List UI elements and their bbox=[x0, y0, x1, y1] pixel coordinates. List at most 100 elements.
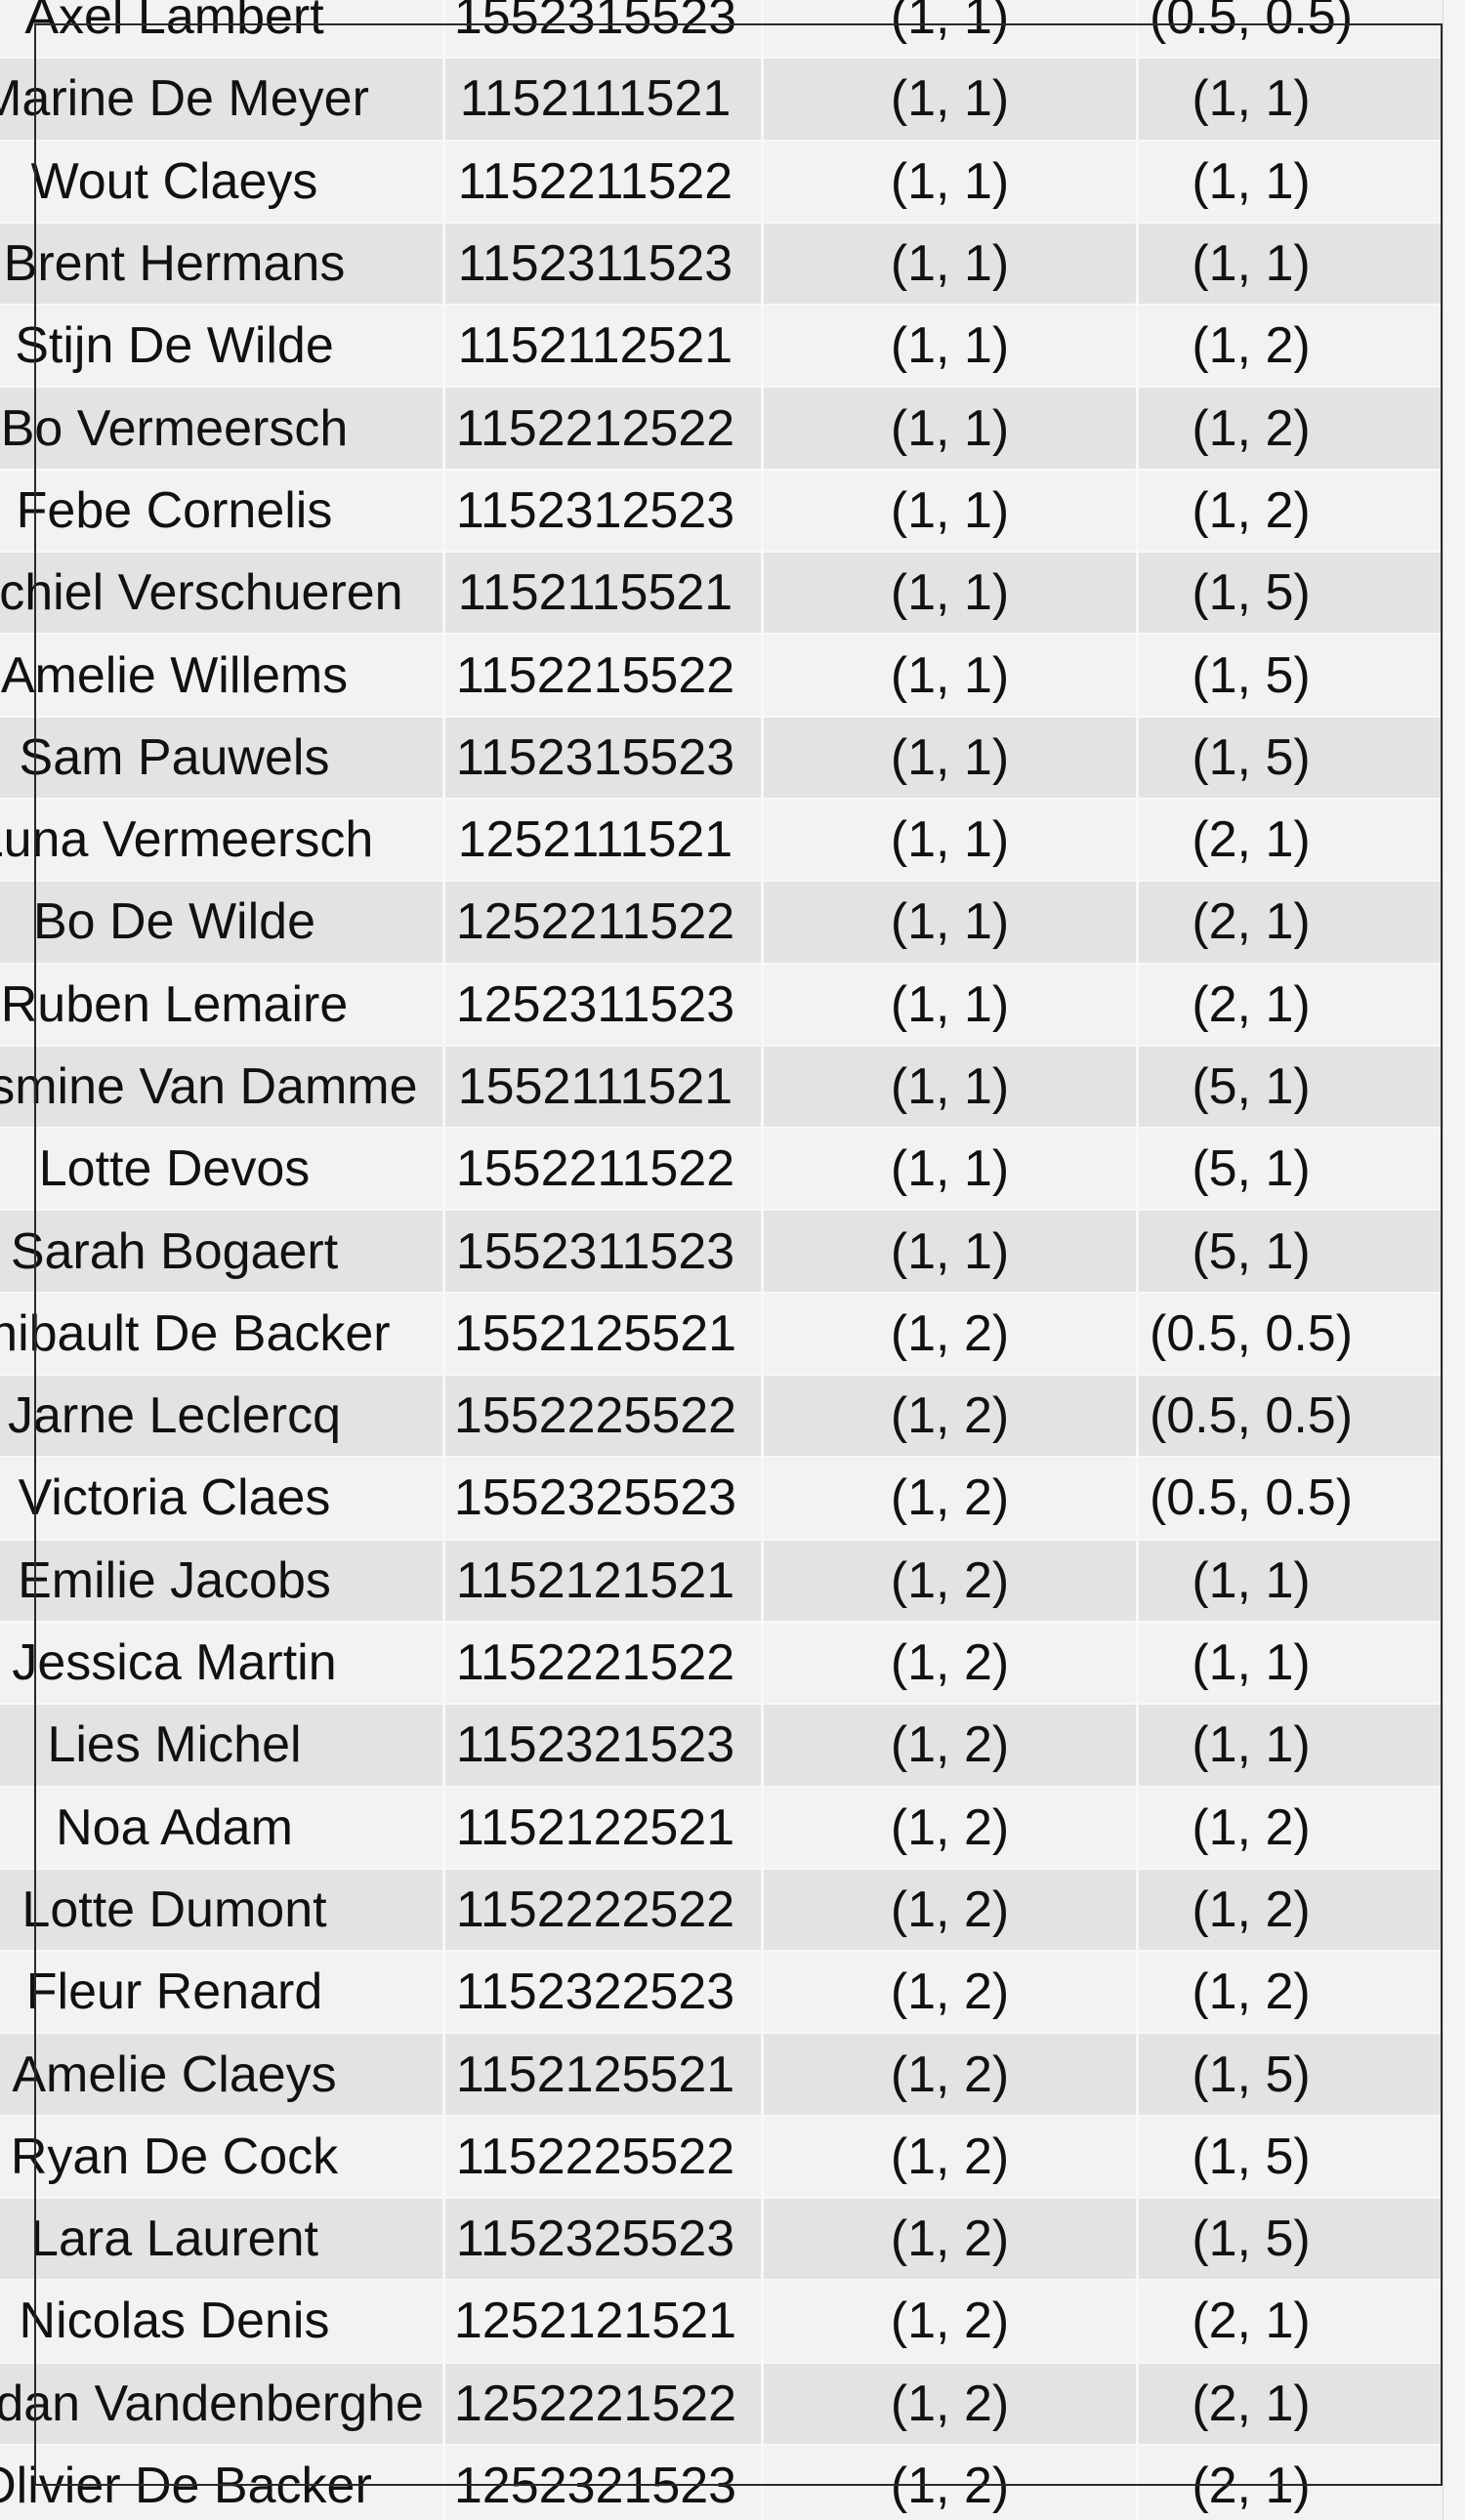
pair-b-cell[interactable]: (1, 5) bbox=[1139, 718, 1465, 798]
pair-a-cell[interactable]: (1, 2) bbox=[764, 1869, 1139, 1951]
table-row[interactable]: Ryan De Cock 1152225522 (1, 2) (1, 5) bbox=[0, 2116, 1465, 2200]
pair-b-cell[interactable]: (2, 1) bbox=[1139, 965, 1465, 1045]
pair-a-cell[interactable]: (1, 2) bbox=[764, 1376, 1139, 1457]
id-cell[interactable]: 1552225522 bbox=[445, 1376, 764, 1457]
table-row[interactable]: Wout Claeys 1152211522 (1, 1) (1, 1) bbox=[0, 141, 1465, 224]
name-cell[interactable]: Lara Laurent bbox=[0, 2199, 445, 2280]
id-cell[interactable]: 1552311523 bbox=[445, 1211, 764, 1292]
pair-b-cell[interactable]: (1, 2) bbox=[1139, 1870, 1465, 1950]
id-cell[interactable]: 1152125521 bbox=[445, 2034, 764, 2115]
id-cell[interactable]: 1552125521 bbox=[445, 1293, 764, 1375]
pair-b-cell[interactable]: (1, 2) bbox=[1139, 1788, 1465, 1868]
pair-b-cell[interactable]: (1, 1) bbox=[1139, 59, 1465, 139]
name-cell[interactable]: Bo Vermeersch bbox=[0, 388, 445, 469]
pair-a-cell[interactable]: (1, 1) bbox=[764, 0, 1139, 58]
name-cell[interactable]: Victoria Claes bbox=[0, 1458, 445, 1539]
id-cell[interactable]: 1252211522 bbox=[445, 882, 764, 963]
pair-a-cell[interactable]: (1, 1) bbox=[764, 717, 1139, 798]
id-cell[interactable]: 1152111521 bbox=[445, 59, 764, 140]
pair-a-cell[interactable]: (1, 1) bbox=[764, 470, 1139, 552]
pair-b-cell[interactable]: (5, 1) bbox=[1139, 1129, 1465, 1209]
table-row[interactable]: Olivier De Backer 1252321523 (1, 2) (2, 1) bbox=[0, 2445, 1465, 2520]
table-row[interactable]: Sarah Bogaert 1552311523 (1, 1) (5, 1) bbox=[0, 1211, 1465, 1294]
pair-a-cell[interactable]: (1, 1) bbox=[764, 553, 1139, 634]
pair-b-cell[interactable]: (2, 1) bbox=[1139, 800, 1465, 880]
scrollbar[interactable] bbox=[1443, 0, 1465, 2520]
id-cell[interactable]: 1152112521 bbox=[445, 306, 764, 387]
table-row[interactable]: Bo Vermeersch 1152212522 (1, 1) (1, 2) bbox=[0, 388, 1465, 471]
id-cell[interactable]: 1152215522 bbox=[445, 635, 764, 716]
pair-a-cell[interactable]: (1, 1) bbox=[764, 388, 1139, 469]
id-cell[interactable]: 1552315523 bbox=[445, 0, 764, 58]
name-cell[interactable]: Lotte Devos bbox=[0, 1129, 445, 1210]
table-row[interactable]: Jarne Leclercq 1552225522 (1, 2) (0.5, 0.5) bbox=[0, 1376, 1465, 1459]
pair-a-cell[interactable]: (1, 1) bbox=[764, 1211, 1139, 1292]
id-cell[interactable]: 1152221522 bbox=[445, 1622, 764, 1704]
table-row[interactable]: Amelie Willems 1152215522 (1, 1) (1, 5) bbox=[0, 635, 1465, 718]
pair-b-cell[interactable]: (1, 2) bbox=[1139, 388, 1465, 468]
pair-b-cell[interactable]: (1, 1) bbox=[1139, 142, 1465, 222]
table-row[interactable]: Lotte Dumont 1152222522 (1, 2) (1, 2) bbox=[0, 1869, 1465, 1953]
name-cell[interactable]: Jarne Leclercq bbox=[0, 1376, 445, 1457]
pair-b-cell[interactable]: (2, 1) bbox=[1139, 2446, 1465, 2520]
pair-a-cell[interactable]: (1, 1) bbox=[764, 59, 1139, 140]
pair-a-cell[interactable]: (1, 2) bbox=[764, 1540, 1139, 1621]
pair-a-cell[interactable]: (1, 1) bbox=[764, 306, 1139, 387]
id-cell[interactable]: 1152121521 bbox=[445, 1540, 764, 1621]
table-row[interactable]: Jessica Martin 1152221522 (1, 2) (1, 1) bbox=[0, 1622, 1465, 1706]
pair-a-cell[interactable]: (1, 2) bbox=[764, 1952, 1139, 2033]
pair-a-cell[interactable]: (1, 2) bbox=[764, 1293, 1139, 1375]
table-row[interactable]: Brent Hermans 1152311523 (1, 1) (1, 1) bbox=[0, 223, 1465, 307]
table-row[interactable]: Lara Laurent 1152325523 (1, 2) (1, 5) bbox=[0, 2199, 1465, 2282]
name-cell[interactable]: Jessica Martin bbox=[0, 1622, 445, 1704]
name-cell[interactable]: Jordan Vandenberghe bbox=[0, 2363, 445, 2444]
pair-b-cell[interactable]: (1, 2) bbox=[1139, 471, 1465, 551]
id-cell[interactable]: 1152322523 bbox=[445, 1952, 764, 2033]
name-cell[interactable]: Sarah Bogaert bbox=[0, 1211, 445, 1292]
id-cell[interactable]: 1552211522 bbox=[445, 1129, 764, 1210]
pair-b-cell[interactable]: (5, 1) bbox=[1139, 1047, 1465, 1127]
pair-a-cell[interactable]: (1, 2) bbox=[764, 1787, 1139, 1868]
pair-b-cell[interactable]: (0.5, 0.5) bbox=[1139, 1294, 1465, 1374]
name-cell[interactable]: Noa Adam bbox=[0, 1787, 445, 1868]
pair-a-cell[interactable]: (1, 2) bbox=[764, 2034, 1139, 2115]
pair-b-cell[interactable]: (2, 1) bbox=[1139, 2281, 1465, 2361]
pair-a-cell[interactable]: (1, 2) bbox=[764, 1705, 1139, 1786]
name-cell[interactable]: Fleur Renard bbox=[0, 1952, 445, 2033]
pair-a-cell[interactable]: (1, 2) bbox=[764, 1458, 1139, 1539]
name-cell[interactable]: Yasmine Van Damme bbox=[0, 1046, 445, 1128]
id-cell[interactable]: 1252311523 bbox=[445, 964, 764, 1045]
pair-a-cell[interactable]: (1, 2) bbox=[764, 2445, 1139, 2520]
table-row[interactable]: Jordan Vandenberghe 1252221522 (1, 2) (2, 1… bbox=[0, 2363, 1465, 2446]
pair-b-cell[interactable]: (2, 1) bbox=[1139, 882, 1465, 962]
table-row[interactable]: Luna Vermeersch 1252111521 (1, 1) (2, 1) bbox=[0, 799, 1465, 883]
id-cell[interactable]: 1152222522 bbox=[445, 1869, 764, 1951]
pair-a-cell[interactable]: (1, 1) bbox=[764, 964, 1139, 1045]
pair-b-cell[interactable]: (1, 5) bbox=[1139, 2117, 1465, 2197]
table-row[interactable]: Lies Michel 1152321523 (1, 2) (1, 1) bbox=[0, 1705, 1465, 1788]
table-row[interactable]: Marine De Meyer 1152111521 (1, 1) (1, 1) bbox=[0, 59, 1465, 142]
name-cell[interactable]: Lies Michel bbox=[0, 1705, 445, 1786]
pair-b-cell[interactable]: (0.5, 0.5) bbox=[1139, 0, 1465, 57]
table-row[interactable]: Nicolas Denis 1252121521 (1, 2) (2, 1) bbox=[0, 2281, 1465, 2364]
pair-a-cell[interactable]: (1, 1) bbox=[764, 223, 1139, 305]
pair-a-cell[interactable]: (1, 2) bbox=[764, 2199, 1139, 2280]
name-cell[interactable]: Ryan De Cock bbox=[0, 2116, 445, 2198]
table-row[interactable]: Yasmine Van Damme 1552111521 (1, 1) (5, 1) bbox=[0, 1046, 1465, 1130]
pair-b-cell[interactable]: (1, 5) bbox=[1139, 2034, 1465, 2114]
pair-b-cell[interactable]: (1, 1) bbox=[1139, 1623, 1465, 1703]
name-cell[interactable]: Thibault De Backer bbox=[0, 1293, 445, 1375]
name-cell[interactable]: Michiel Verschueren bbox=[0, 553, 445, 634]
table-row[interactable]: Thibault De Backer 1552125521 (1, 2) (0.5, … bbox=[0, 1293, 1465, 1377]
id-cell[interactable]: 1152211522 bbox=[445, 141, 764, 222]
pair-b-cell[interactable]: (0.5, 0.5) bbox=[1139, 1376, 1465, 1456]
id-cell[interactable]: 1152315523 bbox=[445, 717, 764, 798]
pair-b-cell[interactable]: (1, 1) bbox=[1139, 224, 1465, 304]
id-cell[interactable]: 1252221522 bbox=[445, 2363, 764, 2444]
id-cell[interactable]: 1152225522 bbox=[445, 2116, 764, 2198]
pair-a-cell[interactable]: (1, 1) bbox=[764, 635, 1139, 716]
name-cell[interactable]: Bo De Wilde bbox=[0, 882, 445, 963]
id-cell[interactable]: 1252121521 bbox=[445, 2281, 764, 2362]
id-cell[interactable]: 1252111521 bbox=[445, 799, 764, 881]
id-cell[interactable]: 1552325523 bbox=[445, 1458, 764, 1539]
